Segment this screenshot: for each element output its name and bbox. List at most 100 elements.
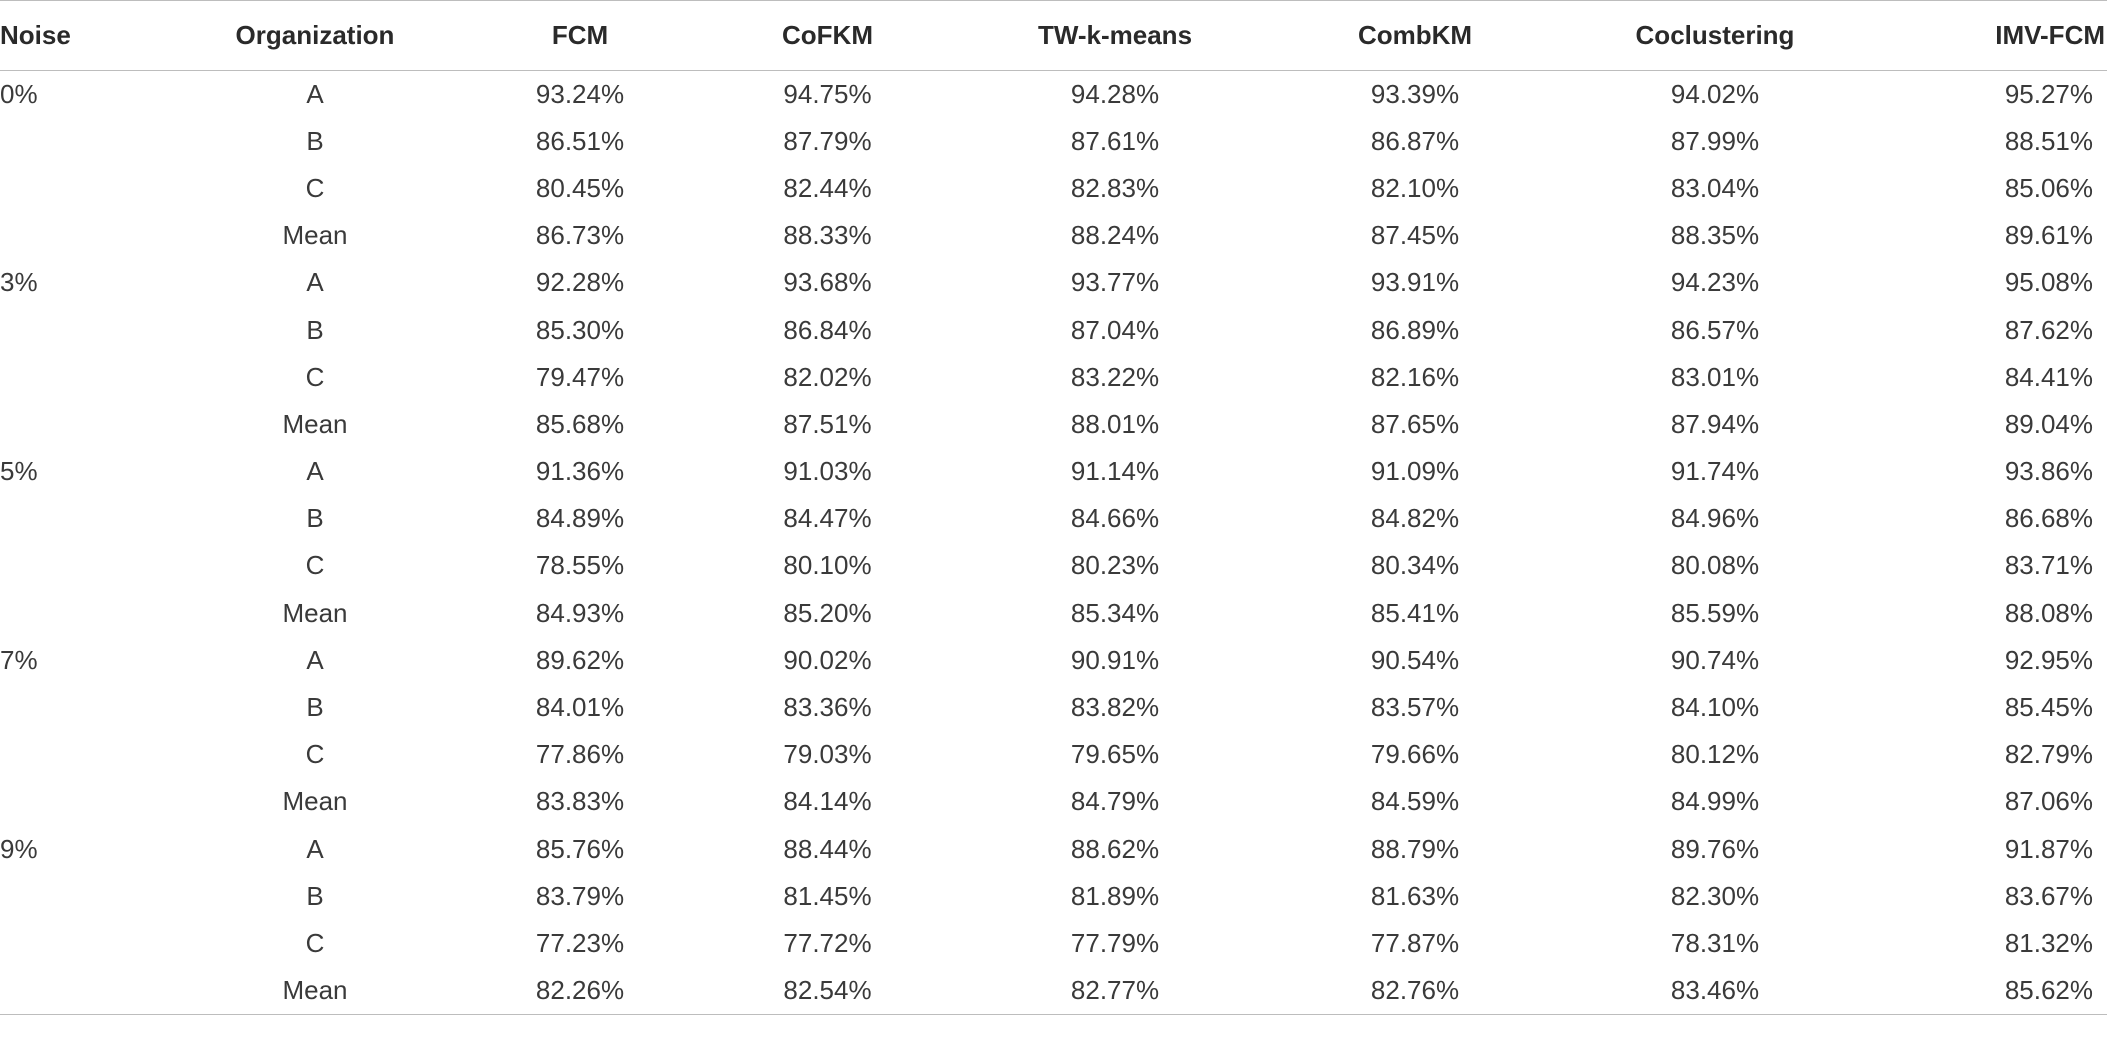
cell-fcm: 83.79% <box>535 880 625 911</box>
cell-fcm: 84.01% <box>535 692 625 723</box>
cell-cofkm: 90.02% <box>783 644 872 675</box>
cell-twkmeans: 88.62% <box>1070 833 1160 864</box>
cell-fcm: 84.93% <box>535 597 625 628</box>
cell-cofkm: 87.51% <box>783 408 872 439</box>
cell-organization: Mean <box>282 408 348 439</box>
cell-combkm: 79.66% <box>1370 739 1460 770</box>
cell-cofkm: 87.79% <box>783 125 872 156</box>
cell-cofkm: 82.02% <box>783 361 872 392</box>
cell-combkm: 85.41% <box>1370 597 1460 628</box>
cell-imvfcm: 85.06% <box>2004 172 2093 203</box>
cell-twkmeans: 85.34% <box>1070 597 1160 628</box>
cell-organization: Mean <box>282 597 348 628</box>
table-row: 7% A 89.62% 90.02% 90.91% 90.54% 90.74% 92.95% <box>0 637 2107 684</box>
cell-cofkm: 81.45% <box>783 880 872 911</box>
cell-noise <box>0 684 170 731</box>
cell-cofkm: 91.03% <box>783 456 872 487</box>
header-fcm: FCM <box>460 0 700 71</box>
cell-twkmeans: 83.22% <box>1070 361 1160 392</box>
cell-organization: Mean <box>170 967 460 1015</box>
cell-noise <box>0 401 170 448</box>
cell-imvfcm: 81.32% <box>2004 927 2093 958</box>
table-row: C 77.23% 77.72% 77.79% 77.87% 78.31% 81.32% <box>0 920 2107 967</box>
cell-organization: A <box>306 644 324 675</box>
cell-noise <box>0 118 170 165</box>
cell-twkmeans: 88.01% <box>1070 408 1160 439</box>
cell-imvfcm: 83.71% <box>2004 550 2093 581</box>
table-row: Mean 83.83% 84.14% 84.79% 84.59% 84.99% 87.06% <box>0 778 2107 825</box>
cell-cofkm: 77.72% <box>783 927 872 958</box>
cell-noise: 9% <box>0 833 38 864</box>
cell-coclustering: 94.02% <box>1670 78 1760 109</box>
table-row: 9% A 85.76% 88.44% 88.62% 88.79% 89.76% 91.87% <box>0 826 2107 873</box>
cell-imvfcm: 82.79% <box>2004 739 2093 770</box>
cell-twkmeans: 84.66% <box>1070 503 1160 534</box>
cell-noise <box>0 306 170 353</box>
header-cofkm: CoFKM <box>700 0 955 71</box>
cell-cofkm: 85.20% <box>783 597 872 628</box>
cell-organization: A <box>306 833 324 864</box>
cell-imvfcm: 85.45% <box>2004 692 2093 723</box>
cell-twkmeans: 83.82% <box>1070 692 1160 723</box>
cell-twkmeans: 82.83% <box>1070 172 1160 203</box>
cell-coclustering: 84.99% <box>1670 786 1760 817</box>
cell-organization: C <box>305 927 325 958</box>
cell-imvfcm: 86.68% <box>2004 503 2093 534</box>
table-header: Noise Organization FCM CoFKM TW-k-means … <box>0 0 2107 71</box>
cell-coclustering: 89.76% <box>1670 833 1760 864</box>
cell-cofkm: 84.47% <box>783 503 872 534</box>
cell-coclustering: 78.31% <box>1670 927 1760 958</box>
cell-coclustering: 94.23% <box>1670 267 1760 298</box>
cell-organization: B <box>306 692 324 723</box>
cell-noise <box>0 778 170 825</box>
cell-twkmeans: 91.14% <box>1070 456 1160 487</box>
cell-fcm: 77.86% <box>535 739 625 770</box>
header-coclustering: Coclustering <box>1555 0 1875 71</box>
header-row: Noise Organization FCM CoFKM TW-k-means … <box>0 0 2107 71</box>
cell-imvfcm: 89.61% <box>2004 220 2093 251</box>
table-row: C 78.55% 80.10% 80.23% 80.34% 80.08% 83.71% <box>0 542 2107 589</box>
table-row: Mean 84.93% 85.20% 85.34% 85.41% 85.59% 88.08% <box>0 590 2107 637</box>
cell-imvfcm: 95.08% <box>2004 267 2093 298</box>
cell-twkmeans: 84.79% <box>1070 786 1160 817</box>
results-table: Noise Organization FCM CoFKM TW-k-means … <box>0 0 2107 1015</box>
cell-cofkm: 88.33% <box>783 220 872 251</box>
cell-noise: 7% <box>0 644 38 675</box>
cell-coclustering: 84.10% <box>1670 692 1760 723</box>
cell-coclustering: 80.08% <box>1670 550 1760 581</box>
table-row: B 84.89% 84.47% 84.66% 84.82% 84.96% 86.68% <box>0 495 2107 542</box>
table-row: 0% A 93.24% 94.75% 94.28% 93.39% 94.02% 95.27% <box>0 71 2107 118</box>
cell-noise: 0% <box>0 78 38 109</box>
header-twkmeans: TW-k-means <box>955 0 1275 71</box>
cell-twkmeans: 77.79% <box>1070 927 1160 958</box>
cell-imvfcm: 93.86% <box>2004 456 2093 487</box>
table-row: C 80.45% 82.44% 82.83% 82.10% 83.04% 85.06% <box>0 165 2107 212</box>
cell-organization: A <box>306 456 324 487</box>
cell-organization: C <box>305 172 325 203</box>
cell-cofkm: 83.36% <box>783 692 872 723</box>
cell-combkm: 84.59% <box>1370 786 1460 817</box>
cell-combkm: 81.63% <box>1370 880 1460 911</box>
cell-fcm: 91.36% <box>535 456 625 487</box>
cell-imvfcm: 84.41% <box>2004 361 2093 392</box>
cell-fcm: 77.23% <box>535 927 625 958</box>
cell-noise <box>0 542 170 589</box>
cell-noise <box>0 495 170 542</box>
cell-coclustering: 87.94% <box>1670 408 1760 439</box>
cell-imvfcm: 89.04% <box>2004 408 2093 439</box>
cell-organization: B <box>306 314 324 345</box>
cell-twkmeans: 87.61% <box>1070 125 1160 156</box>
cell-organization: B <box>306 880 324 911</box>
cell-noise <box>0 590 170 637</box>
cell-coclustering: 83.01% <box>1670 361 1760 392</box>
cell-fcm: 78.55% <box>535 550 625 581</box>
cell-combkm: 86.87% <box>1370 125 1460 156</box>
cell-fcm: 86.51% <box>535 125 625 156</box>
cell-combkm: 88.79% <box>1370 833 1460 864</box>
cell-imvfcm: 87.62% <box>2004 314 2093 345</box>
cell-noise <box>0 354 170 401</box>
cell-coclustering: 86.57% <box>1670 314 1760 345</box>
cell-twkmeans: 88.24% <box>1070 220 1160 251</box>
cell-coclustering: 83.46% <box>1555 967 1875 1015</box>
cell-noise <box>0 873 170 920</box>
